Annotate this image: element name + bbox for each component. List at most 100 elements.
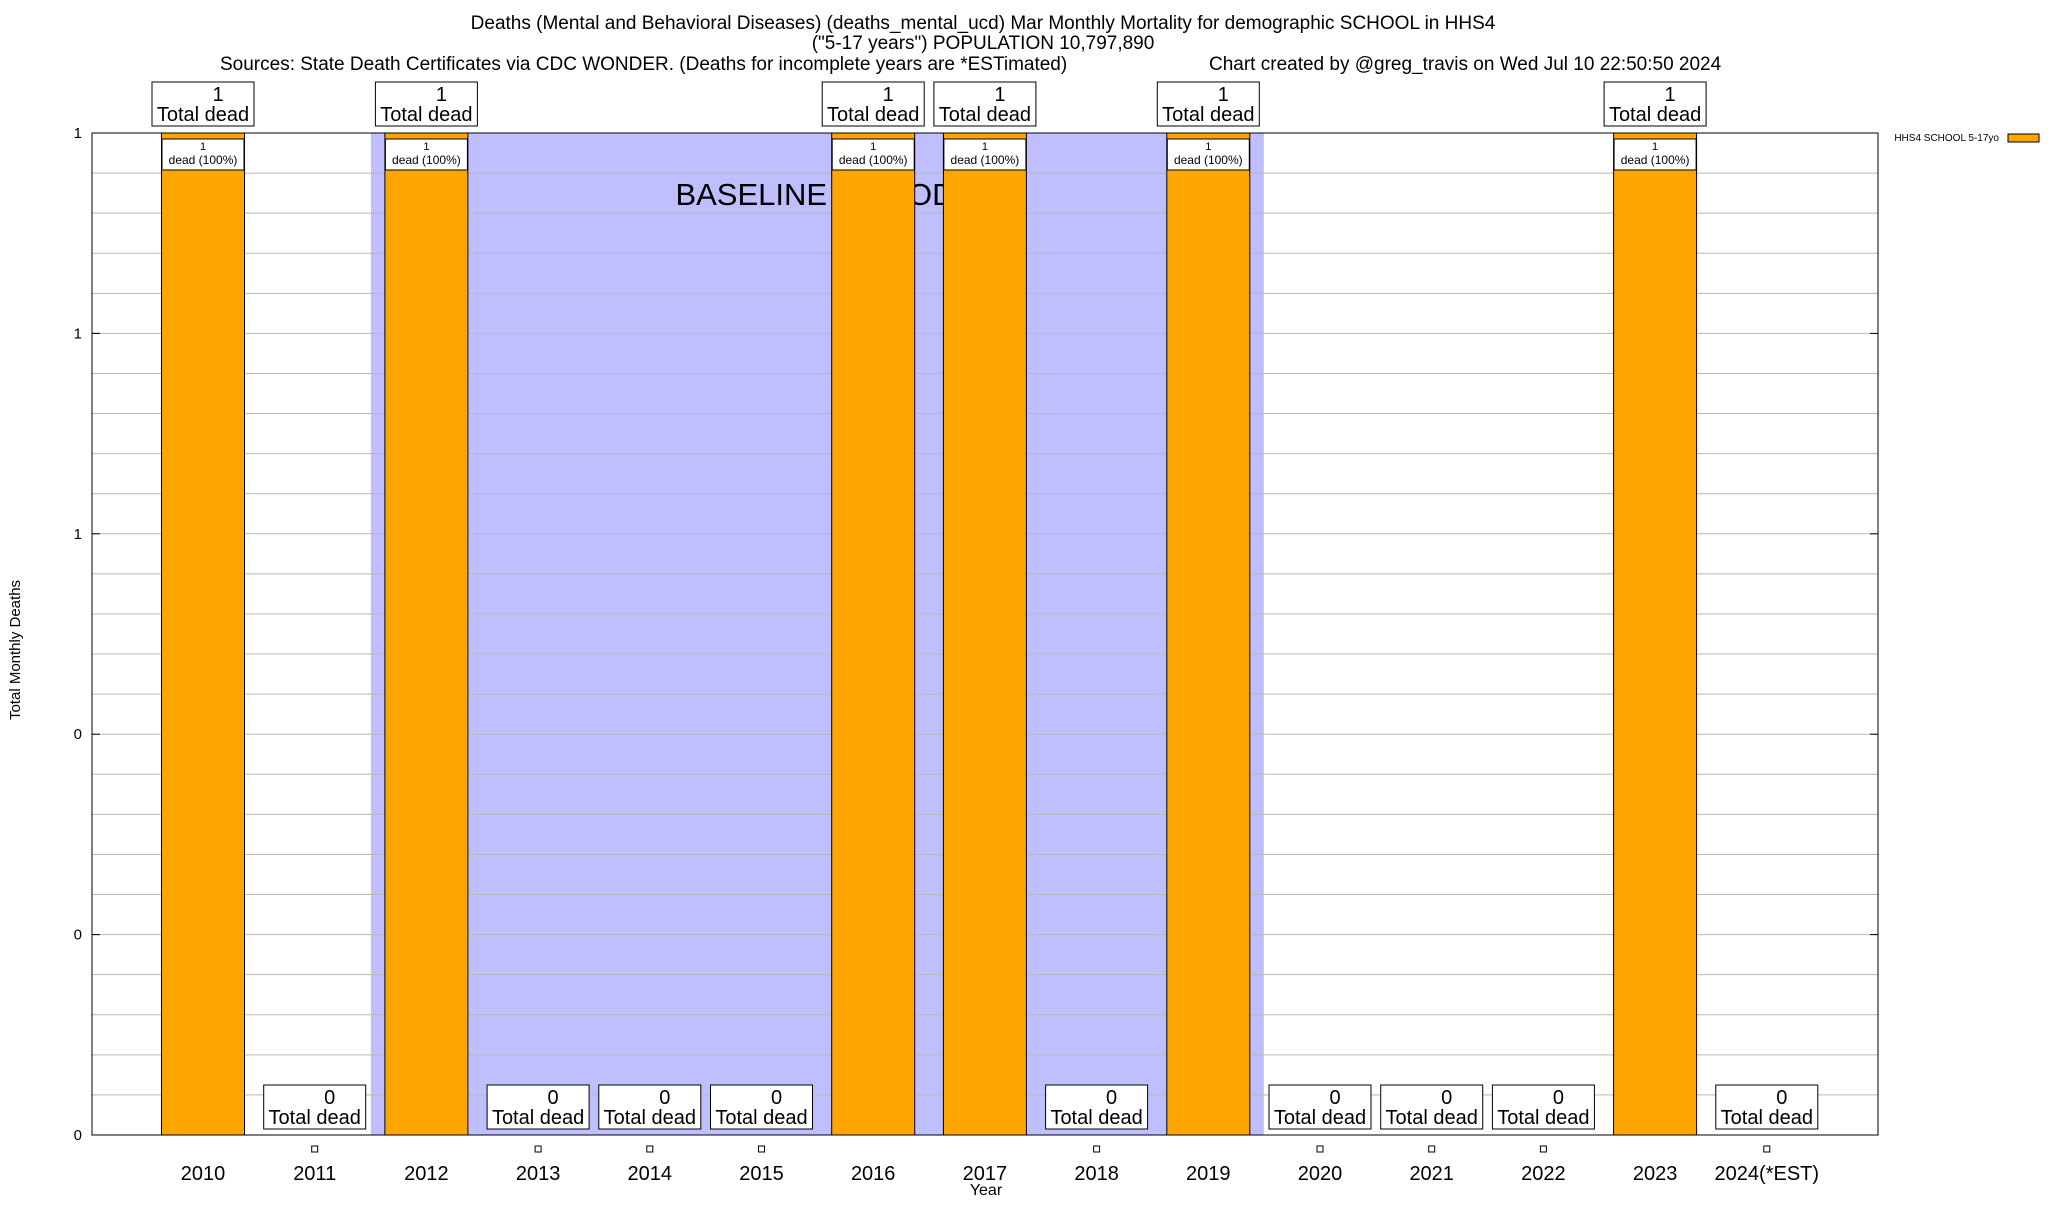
bar-total-label-value: 1	[436, 84, 447, 106]
bar-total-label-value: 1	[1665, 84, 1676, 106]
x-tick-label: 2019	[1186, 1163, 1231, 1185]
bar-total-label-box	[263, 1084, 367, 1130]
bar-total-label-box	[1156, 81, 1260, 127]
bar-inner-label-text: dead (100%)	[951, 153, 1020, 167]
x-tick-label: 2016	[851, 1163, 896, 1185]
zero-marker	[1316, 1145, 1324, 1153]
axes-layer: 0 0 0 1 1 1 2010 2011 2012 2013 2014 2015 2016 2017 20…	[74, 125, 1879, 1185]
bar-inner-label-box	[831, 138, 915, 171]
bar-total-label-value: 0	[1553, 1087, 1564, 1109]
zero-marker	[646, 1145, 654, 1153]
bar-total-label-value: 1	[1218, 84, 1229, 106]
x-tick-label: 2015	[739, 1163, 784, 1185]
bar-total-label-text: Total dead	[269, 1107, 361, 1129]
bar-total-label-text: Total dead	[380, 104, 472, 126]
bar-total-label-box	[151, 81, 255, 127]
zero-marker	[1428, 1145, 1436, 1153]
y-axis-label: Total Monthly Deaths	[7, 580, 24, 720]
zero-marker	[1093, 1145, 1101, 1153]
bar-inner-label-text: dead (100%)	[169, 153, 238, 167]
bar	[1613, 132, 1698, 1136]
zero-marker	[758, 1145, 765, 1153]
bar-total-label-box	[374, 81, 478, 127]
bar-total-label-text: Total dead	[604, 1107, 696, 1129]
y-tick-label: 1	[74, 125, 82, 142]
bar-total-label-value: 1	[994, 84, 1005, 106]
x-tick-label: 2023	[1633, 1163, 1678, 1185]
bar-total-label-value: 0	[1776, 1087, 1787, 1109]
chart-title-line-2: ("5-17 years") POPULATION 10,797,890	[812, 33, 1155, 54]
bar	[1166, 132, 1251, 1136]
x-tick-label: 2011	[293, 1163, 336, 1185]
bar-inner-label-text: dead (100%)	[839, 153, 908, 167]
bar-total-label-box	[1045, 1084, 1149, 1130]
bar	[831, 132, 916, 1136]
bar-total-label-value: 0	[1441, 1087, 1452, 1109]
bar-inner-label-value: 1	[1205, 141, 1211, 153]
bar-total-label-box	[1380, 1084, 1484, 1130]
bar-total-label-text: Total dead	[1497, 1107, 1589, 1129]
bar-inner-label-value: 1	[423, 141, 429, 153]
bar-inner-label-value: 1	[870, 141, 876, 153]
bar-inner-label-box	[1166, 138, 1250, 171]
x-tick-label: 2017	[963, 1163, 1008, 1185]
bar-total-label-box	[710, 1084, 813, 1130]
bar-total-label-value: 0	[1329, 1087, 1340, 1109]
bar-total-label-value: 1	[212, 84, 223, 106]
bar-total-label-box	[933, 81, 1037, 127]
x-tick-label: 2022	[1521, 1163, 1566, 1185]
bar-inner-label-text: dead (100%)	[392, 153, 461, 167]
bar-total-label-value: 0	[659, 1087, 670, 1109]
zero-marker	[534, 1145, 542, 1153]
legend-label: HHS4 SCHOOL 5-17yo	[1894, 133, 1999, 144]
bar-total-label-text: Total dead	[715, 1107, 807, 1129]
bar-total-label-box	[821, 81, 925, 127]
plot-border	[91, 132, 1879, 1136]
x-tick-label: 2013	[516, 1163, 561, 1185]
bar-inner-label-box	[943, 138, 1027, 171]
bar	[384, 132, 469, 1136]
y-tick-label: 0	[74, 1127, 82, 1144]
bar-total-label-box	[1603, 81, 1707, 127]
bars-layer	[161, 132, 1698, 1136]
x-tick-label: 2021	[1409, 1163, 1454, 1185]
bar-total-label-value: 0	[1106, 1087, 1117, 1109]
chart-credit: Chart created by @greg_travis on Wed Jul…	[1209, 54, 1722, 75]
bar-total-label-value: 1	[883, 84, 894, 106]
bar-total-label-text: Total dead	[1609, 104, 1701, 126]
bar-total-label-box	[1268, 1084, 1372, 1130]
bar-inner-label-text: dead (100%)	[1174, 153, 1243, 167]
bar-total-label-box	[486, 1084, 590, 1130]
bar-inner-label-box	[161, 138, 245, 171]
bar-total-label-text: Total dead	[492, 1107, 584, 1129]
bar	[942, 132, 1027, 1136]
bar-total-label-text: Total dead	[827, 104, 919, 126]
bar-total-label-text: Total dead	[1050, 1107, 1142, 1129]
legend-swatch	[2007, 133, 2040, 143]
legend: HHS4 SCHOOL 5-17yo	[1894, 133, 2040, 144]
y-tick-label: 0	[74, 927, 82, 944]
y-tick-label: 1	[74, 526, 82, 543]
bar-total-label-box	[598, 1084, 702, 1130]
chart-title-line-1: Deaths (Mental and Behavioral Diseases) …	[471, 13, 1496, 34]
bar	[161, 132, 245, 1136]
zero-marker	[311, 1145, 319, 1153]
bar-total-label-value: 0	[548, 1087, 559, 1109]
bar-total-label-box	[1715, 1084, 1819, 1130]
bar-total-label-box	[1491, 1084, 1595, 1130]
bar-total-label-text: Total dead	[157, 104, 249, 126]
x-tick-label: 2020	[1298, 1163, 1343, 1185]
x-tick-label: 2012	[404, 1163, 449, 1185]
chart-title-line-3: Sources: State Death Certificates via CD…	[220, 54, 1067, 75]
bar-total-label-value: 0	[324, 1087, 335, 1109]
bar-inner-label-box	[384, 138, 468, 171]
bar-inner-label-value: 1	[1652, 141, 1658, 153]
zero-marker	[1763, 1145, 1771, 1153]
bar-inner-label-box	[1613, 138, 1697, 171]
x-tick-label: 2024(*EST)	[1715, 1163, 1820, 1185]
bar-inner-label-value: 1	[982, 141, 988, 153]
y-tick-label: 1	[74, 325, 82, 342]
